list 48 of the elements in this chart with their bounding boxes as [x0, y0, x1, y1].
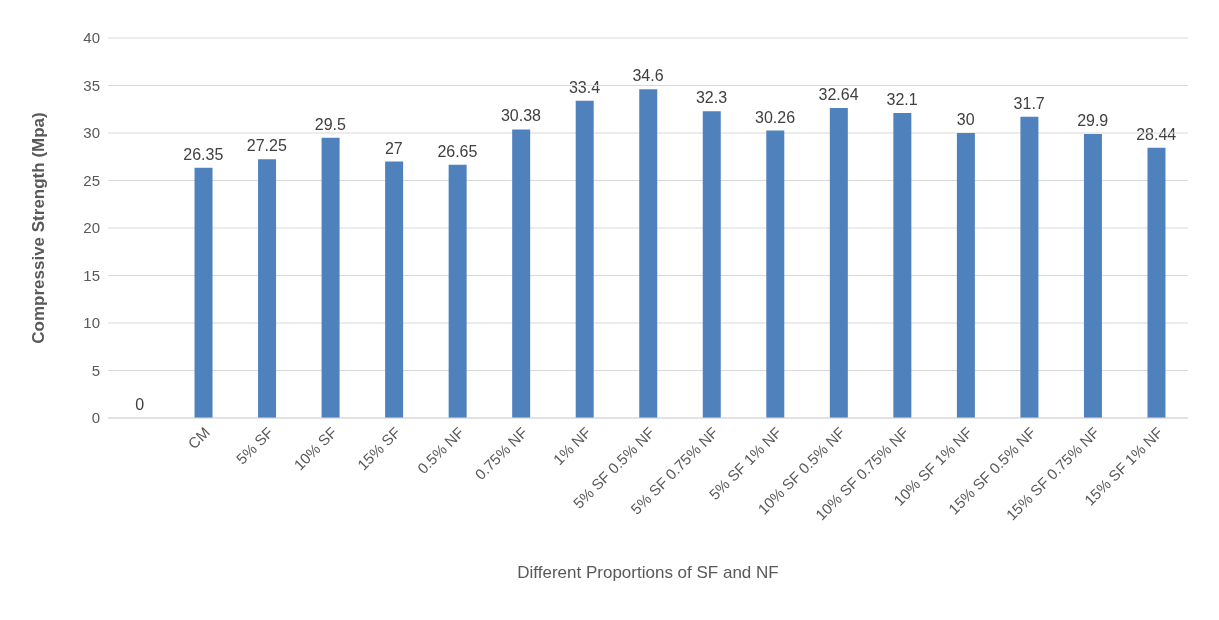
bar — [385, 161, 404, 418]
x-tick-label: 10% SF — [290, 423, 340, 474]
data-label: 32.3 — [695, 89, 728, 107]
data-label: 32.1 — [886, 91, 918, 109]
data-label: 34.6 — [632, 67, 664, 85]
data-label: 32.64 — [818, 85, 859, 103]
y-tick-label: 30 — [83, 124, 100, 142]
y-tick-label: 15 — [83, 266, 100, 284]
y-tick-label: 25 — [83, 171, 100, 189]
data-label: 31.7 — [1013, 94, 1045, 112]
y-tick-label: 20 — [83, 219, 100, 237]
data-label: 27 — [384, 139, 403, 157]
bar — [893, 113, 912, 418]
data-label: 33.4 — [568, 78, 601, 96]
bar — [512, 129, 531, 418]
bar — [766, 130, 785, 418]
x-tick-label: 1% NF — [549, 423, 595, 469]
x-tick-label: CM — [184, 423, 213, 453]
bar — [956, 133, 975, 418]
bar — [448, 164, 467, 418]
data-label: 28.44 — [1136, 125, 1177, 143]
data-label: 29.9 — [1077, 111, 1109, 129]
y-tick-label: 40 — [83, 29, 100, 47]
data-label: 26.65 — [437, 142, 478, 160]
data-label: 27.25 — [246, 137, 287, 155]
bar — [321, 137, 340, 418]
data-label: 30.38 — [500, 107, 542, 125]
data-label: 0 — [135, 396, 145, 413]
bar — [1147, 147, 1166, 418]
x-axis-title: Different Proportions of SF and NF — [517, 563, 779, 582]
bar — [1020, 116, 1039, 418]
data-label: 29.5 — [314, 115, 347, 133]
y-axis-title: Compressive Strength (Mpa) — [29, 112, 49, 344]
y-tick-label: 35 — [83, 76, 100, 94]
bar — [1083, 133, 1102, 418]
bar — [639, 89, 658, 418]
y-tick-label: 5 — [91, 361, 100, 379]
data-label: 30 — [956, 111, 975, 128]
x-tick-label: 5% SF — [232, 423, 277, 468]
bar — [194, 167, 213, 418]
bar — [258, 159, 277, 418]
y-tick-label: 0 — [91, 409, 100, 427]
bar — [702, 111, 721, 418]
bar — [575, 100, 594, 418]
bar — [829, 107, 848, 418]
data-label: 26.35 — [183, 145, 224, 163]
y-tick-label: 10 — [83, 314, 100, 332]
data-label: 30.26 — [755, 108, 796, 126]
